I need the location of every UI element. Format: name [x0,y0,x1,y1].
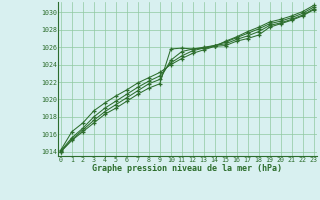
X-axis label: Graphe pression niveau de la mer (hPa): Graphe pression niveau de la mer (hPa) [92,164,282,173]
